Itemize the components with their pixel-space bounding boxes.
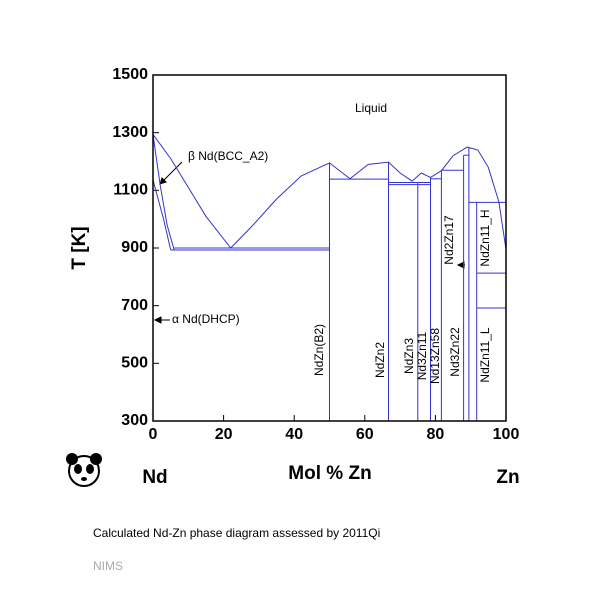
source: NIMS xyxy=(93,559,123,573)
y-tick-label: 1300 xyxy=(112,124,148,141)
x-tick-label: 80 xyxy=(427,426,445,443)
x-tick-label: 20 xyxy=(215,426,233,443)
y-tick-label: 500 xyxy=(121,355,148,372)
annotation: NdZn2 xyxy=(373,342,387,378)
x-tick-label: 100 xyxy=(493,426,520,443)
phase-boundary xyxy=(152,134,175,251)
x-tick-label: 0 xyxy=(149,426,158,443)
caption: Calculated Nd-Zn phase diagram assessed … xyxy=(93,526,380,540)
y-tick-label: 900 xyxy=(121,239,148,256)
annotation: NdZn11_H xyxy=(478,209,492,266)
annotation: NdZn(B2) xyxy=(312,324,326,376)
annotation: α Nd(DHCP) xyxy=(172,312,240,326)
x-right-label: Zn xyxy=(496,467,519,488)
x-axis-label: Mol % Zn xyxy=(288,463,371,484)
y-tick-label: 1100 xyxy=(113,182,148,199)
plot-frame xyxy=(152,74,507,422)
annotation: Nd13Zn58 xyxy=(428,328,442,384)
annotation: Nd3Zn11 xyxy=(415,331,429,380)
annotation: Nd3Zn22 xyxy=(448,327,462,377)
phase-boundary xyxy=(152,179,172,251)
x-tick-label: 60 xyxy=(356,426,374,443)
annotation: β Nd(BCC_A2) xyxy=(188,149,268,163)
y-tick-label: 300 xyxy=(121,412,148,429)
x-tick-label: 40 xyxy=(285,426,303,443)
annotation: Nd2Zn17 xyxy=(442,215,456,265)
x-left-label: Nd xyxy=(142,467,167,488)
annotation: NdZn3 xyxy=(402,338,416,374)
annotation: Liquid xyxy=(355,101,387,115)
annotation: NdZn11_L xyxy=(478,327,492,382)
y-tick-label: 700 xyxy=(121,297,148,314)
y-tick-label: 1500 xyxy=(112,66,148,83)
panda-logo xyxy=(66,453,102,487)
y-axis-label: T [K] xyxy=(69,226,90,269)
